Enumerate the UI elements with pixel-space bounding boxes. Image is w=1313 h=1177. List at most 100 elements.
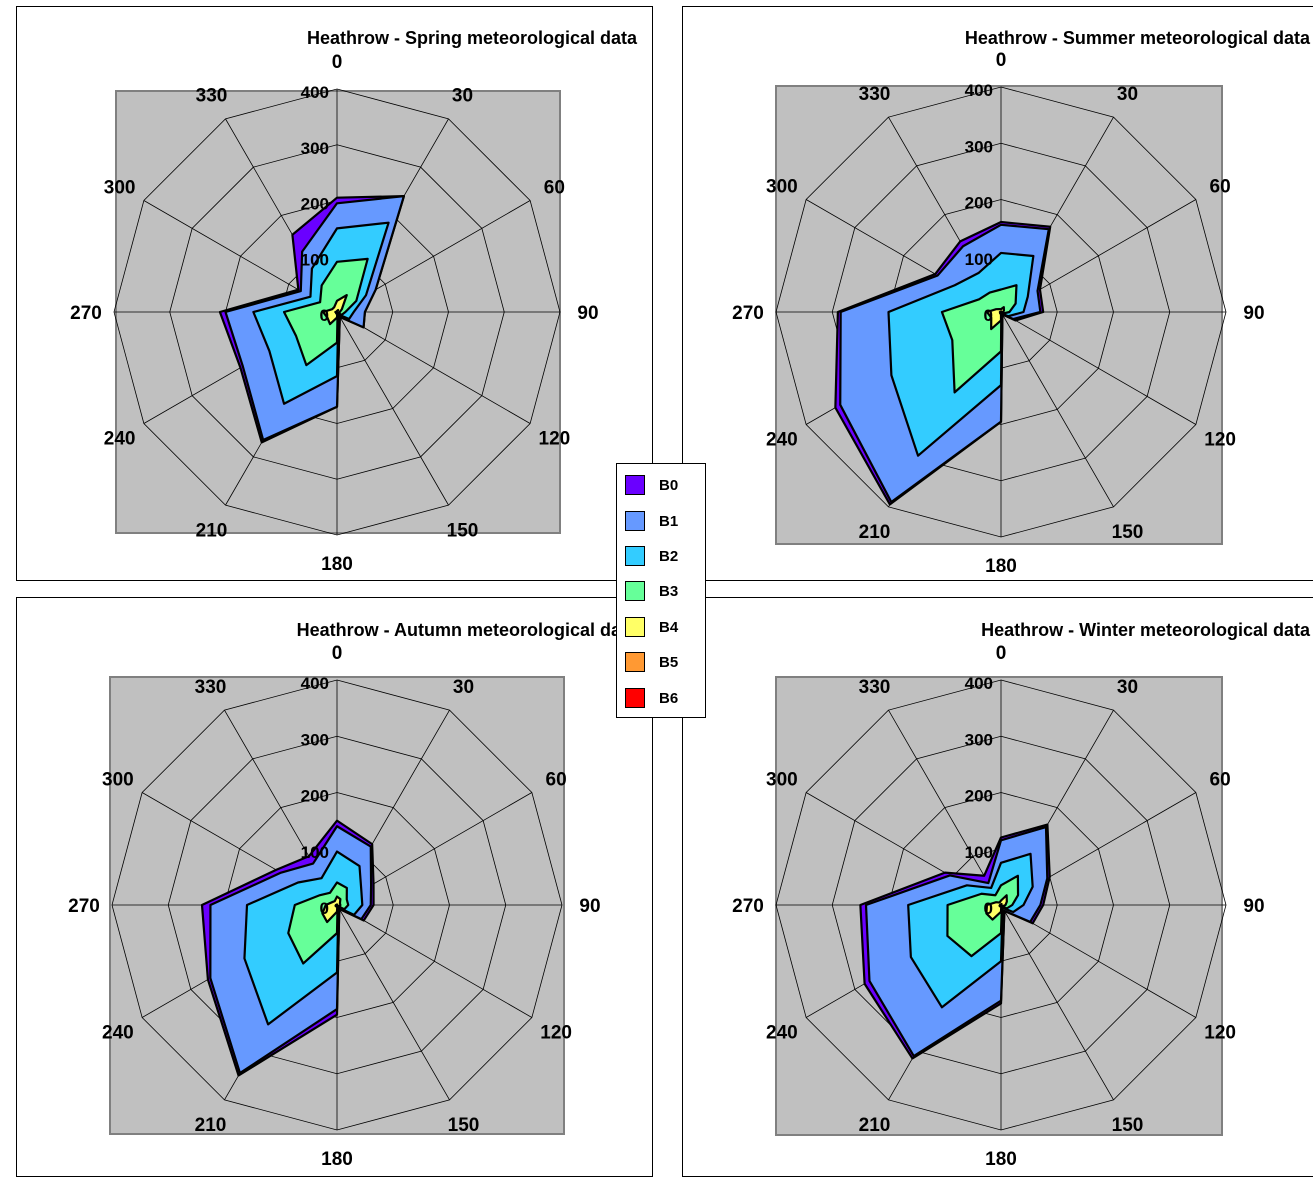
angle-label: 330 — [196, 86, 228, 107]
angle-label: 300 — [102, 770, 134, 791]
angle-label: 300 — [766, 177, 798, 198]
radial-tick-label: 400 — [301, 674, 329, 693]
angle-label: 60 — [1210, 770, 1231, 791]
radial-tick-label: 300 — [301, 730, 329, 749]
angle-label: 30 — [1117, 677, 1138, 698]
legend-label: B4 — [659, 618, 679, 636]
series-area-b5 — [998, 902, 1003, 908]
angle-label: 330 — [859, 84, 891, 105]
angle-label: 210 — [859, 522, 891, 543]
legend-item-b5: B5 — [625, 651, 678, 673]
angle-label: 90 — [1243, 303, 1264, 324]
angle-label: 180 — [985, 1149, 1017, 1170]
angle-label: 90 — [579, 896, 600, 917]
angle-label: 120 — [539, 429, 571, 450]
radial-tick-label: 300 — [301, 139, 329, 158]
angle-label: 180 — [321, 1149, 353, 1170]
legend-swatch — [625, 475, 645, 495]
radial-tick-label: 100 — [301, 250, 329, 269]
radial-tick-label: 200 — [301, 787, 329, 806]
legend-label: B0 — [659, 476, 679, 494]
angle-label: 150 — [1112, 522, 1144, 543]
angle-label: 270 — [70, 303, 102, 324]
grid-spoke — [336, 311, 449, 506]
legend-item-b6: B6 — [625, 687, 678, 709]
legend-label: B2 — [659, 547, 679, 565]
angle-label: 60 — [546, 770, 567, 791]
chart-title: Heathrow - Winter meteorological data — [981, 620, 1311, 640]
angle-label: 30 — [1117, 84, 1138, 105]
legend-label: B6 — [659, 689, 679, 707]
angle-label: 30 — [453, 677, 474, 698]
legend-swatch — [625, 581, 645, 601]
angle-label: 120 — [1204, 430, 1236, 451]
radial-tick-label: 200 — [965, 194, 993, 213]
series-area-b3 — [946, 874, 1020, 958]
series-area-b4 — [985, 894, 1008, 921]
legend-label: B3 — [659, 582, 679, 600]
series-area-b5 — [334, 308, 340, 315]
legend-swatch — [625, 652, 645, 672]
chart-title: Heathrow - Spring meteorological data — [307, 28, 638, 48]
angle-label: 240 — [766, 430, 798, 451]
angle-label: 270 — [732, 303, 764, 324]
series-area-b4 — [321, 895, 342, 924]
angle-label: 210 — [196, 520, 228, 541]
angle-label: 270 — [68, 896, 100, 917]
radial-tick-label: 300 — [965, 137, 993, 156]
radial-tick-label: 100 — [301, 843, 329, 862]
radial-tick-label: 0 — [984, 306, 993, 325]
angle-label: 0 — [996, 643, 1007, 664]
angle-label: 210 — [859, 1115, 891, 1136]
series-area-b5 — [998, 310, 1003, 315]
angle-label: 240 — [102, 1023, 134, 1044]
legend-label: B5 — [659, 653, 679, 671]
grid-spoke — [336, 904, 450, 1101]
grid-spoke — [336, 311, 531, 424]
angle-label: 300 — [766, 770, 798, 791]
angle-label: 0 — [996, 50, 1007, 71]
series-area-b5 — [334, 903, 339, 908]
legend-swatch — [625, 511, 645, 531]
grid-spoke — [336, 904, 533, 1018]
angle-label: 90 — [1243, 896, 1264, 917]
legend-item-b2: B2 — [625, 545, 678, 567]
legend-swatch — [625, 688, 645, 708]
angle-label: 180 — [985, 556, 1017, 577]
radial-tick-label: 400 — [965, 674, 993, 693]
legend-item-b1: B1 — [625, 510, 678, 532]
legend-swatch — [625, 617, 645, 637]
radial-tick-label: 0 — [320, 306, 329, 325]
radial-tick-label: 200 — [301, 195, 329, 214]
legend-item-b0: B0 — [625, 474, 678, 496]
angle-label: 150 — [1112, 1115, 1144, 1136]
legend-label: B1 — [659, 512, 679, 530]
angle-label: 90 — [577, 303, 598, 324]
angle-label: 240 — [104, 429, 136, 450]
grid-spoke — [1000, 311, 1114, 508]
angle-label: 300 — [104, 178, 136, 199]
angle-label: 180 — [321, 554, 353, 575]
angle-label: 120 — [540, 1023, 572, 1044]
radial-tick-label: 0 — [984, 899, 993, 918]
grid-spoke — [1000, 311, 1197, 425]
chart-title: Heathrow - Autumn meteorological data — [297, 620, 638, 640]
angle-label: 210 — [195, 1115, 227, 1136]
angle-label: 60 — [1210, 177, 1231, 198]
radial-tick-label: 400 — [965, 81, 993, 100]
series-area-b4 — [321, 294, 348, 326]
angle-label: 0 — [332, 52, 343, 73]
radial-tick-label: 100 — [965, 250, 993, 269]
radial-tick-label: 0 — [320, 899, 329, 918]
legend-swatch — [625, 546, 645, 566]
angle-label: 330 — [195, 677, 227, 698]
grid-spoke — [888, 709, 1002, 906]
angle-label: 240 — [766, 1023, 798, 1044]
radial-tick-label: 200 — [965, 787, 993, 806]
angle-label: 0 — [332, 643, 343, 664]
angle-label: 30 — [452, 86, 473, 107]
chart-title: Heathrow - Summer meteorological data — [965, 28, 1311, 48]
chart-legend: B0 B1 B2 B3 B4 B5 B6 — [616, 463, 706, 718]
angle-label: 270 — [732, 896, 764, 917]
